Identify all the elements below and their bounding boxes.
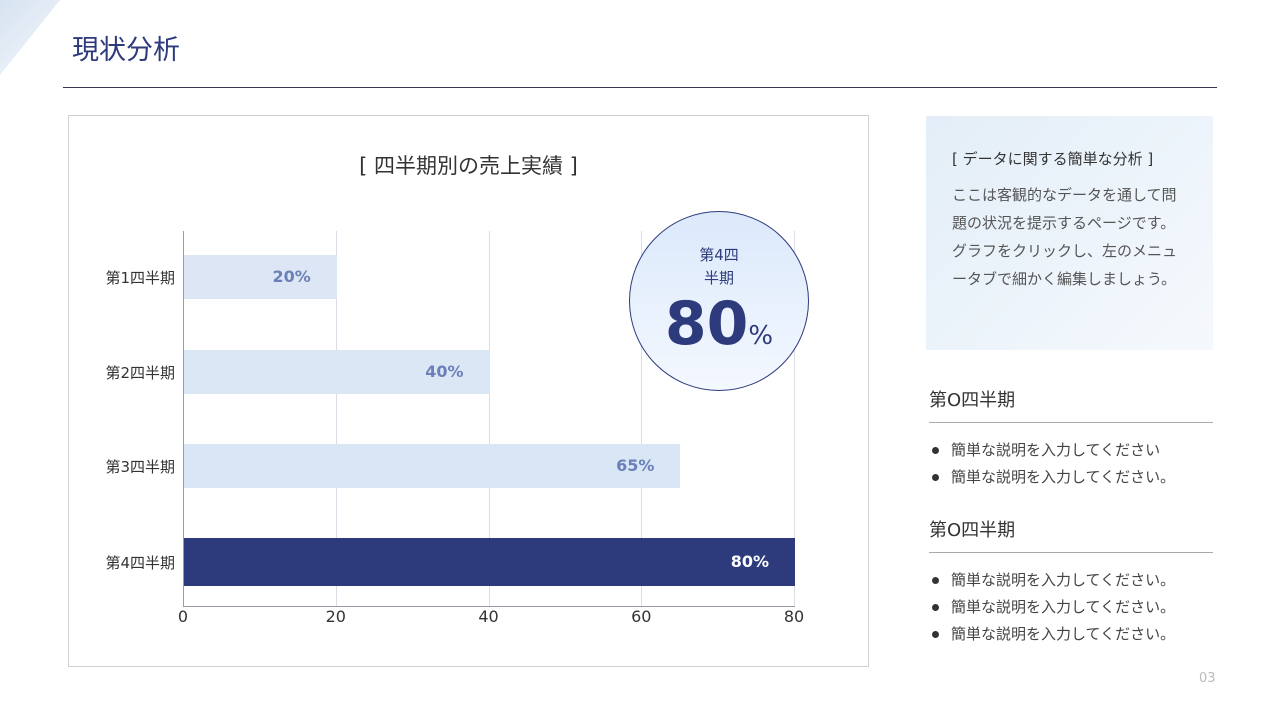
gridline: [641, 231, 643, 607]
bar-value-label: 65%: [616, 456, 655, 475]
section-title: 第O四半期: [929, 516, 1213, 553]
gridline: [794, 231, 795, 607]
page-number: 03: [1199, 671, 1216, 686]
y-category-label: 第3四半期: [105, 458, 175, 476]
highlight-badge: 第4四半期 80%: [629, 211, 809, 391]
y-category-label: 第1四半期: [105, 269, 175, 287]
gridline: [335, 231, 337, 607]
list-item: 簡単な説明を入力してください: [929, 437, 1213, 464]
highlight-label-2: 半期: [703, 269, 734, 287]
list-item: 簡単な説明を入力してください。: [929, 621, 1213, 648]
bar-value-label: 80%: [730, 552, 769, 571]
highlight-value: 80: [664, 289, 749, 359]
bar[interactable]: [184, 538, 795, 586]
bar[interactable]: [184, 444, 681, 488]
bar-chart[interactable]: [ 四半期別の売上実績 ] 0 20 40 60 80 20% 第1四半期 40% 第2四半期 6…: [68, 115, 869, 667]
note-title: [ データに関する簡単な分析 ]: [952, 150, 1154, 168]
x-axis: [183, 606, 795, 607]
highlight-label: 第4四: [699, 246, 739, 264]
page-title: 現状分析: [72, 35, 180, 66]
note-body: ここは客観的なデータを通して問題の状況を提示するページです。グラフをクリックし、…: [952, 186, 1178, 288]
corner-decoration: [0, 0, 60, 75]
analysis-note: [ データに関する簡単な分析 ] ここは客観的なデータを通して問題の状況を提示す…: [926, 116, 1213, 350]
y-axis: [183, 231, 184, 607]
section-title: 第O四半期: [929, 386, 1213, 423]
x-tick-label: 80: [783, 607, 805, 626]
bar[interactable]: [184, 350, 490, 394]
bar-value-label: 40%: [425, 362, 464, 381]
x-tick-label: 60: [631, 607, 652, 626]
bar[interactable]: [184, 255, 337, 299]
bar-value-label: 20%: [272, 267, 311, 286]
y-category-label: 第2四半期: [105, 364, 175, 382]
title-divider: [63, 87, 1217, 88]
gridline: [488, 231, 490, 607]
x-tick-label: 40: [478, 607, 499, 626]
list-item: 簡単な説明を入力してください。: [929, 464, 1213, 491]
x-tick-label: 0: [177, 607, 189, 626]
chart-title: [ 四半期別の売上実績 ]: [359, 154, 578, 178]
quarter-section-1: 第O四半期 簡単な説明を入力してください 簡単な説明を入力してください。: [929, 386, 1213, 491]
quarter-section-2: 第O四半期 簡単な説明を入力してください。 簡単な説明を入力してください。 簡単…: [929, 516, 1213, 648]
list-item: 簡単な説明を入力してください。: [929, 567, 1213, 594]
x-tick-label: 20: [325, 607, 346, 626]
highlight-unit: %: [748, 321, 774, 351]
list-item: 簡単な説明を入力してください。: [929, 594, 1213, 621]
y-category-label: 第4四半期: [105, 554, 175, 572]
